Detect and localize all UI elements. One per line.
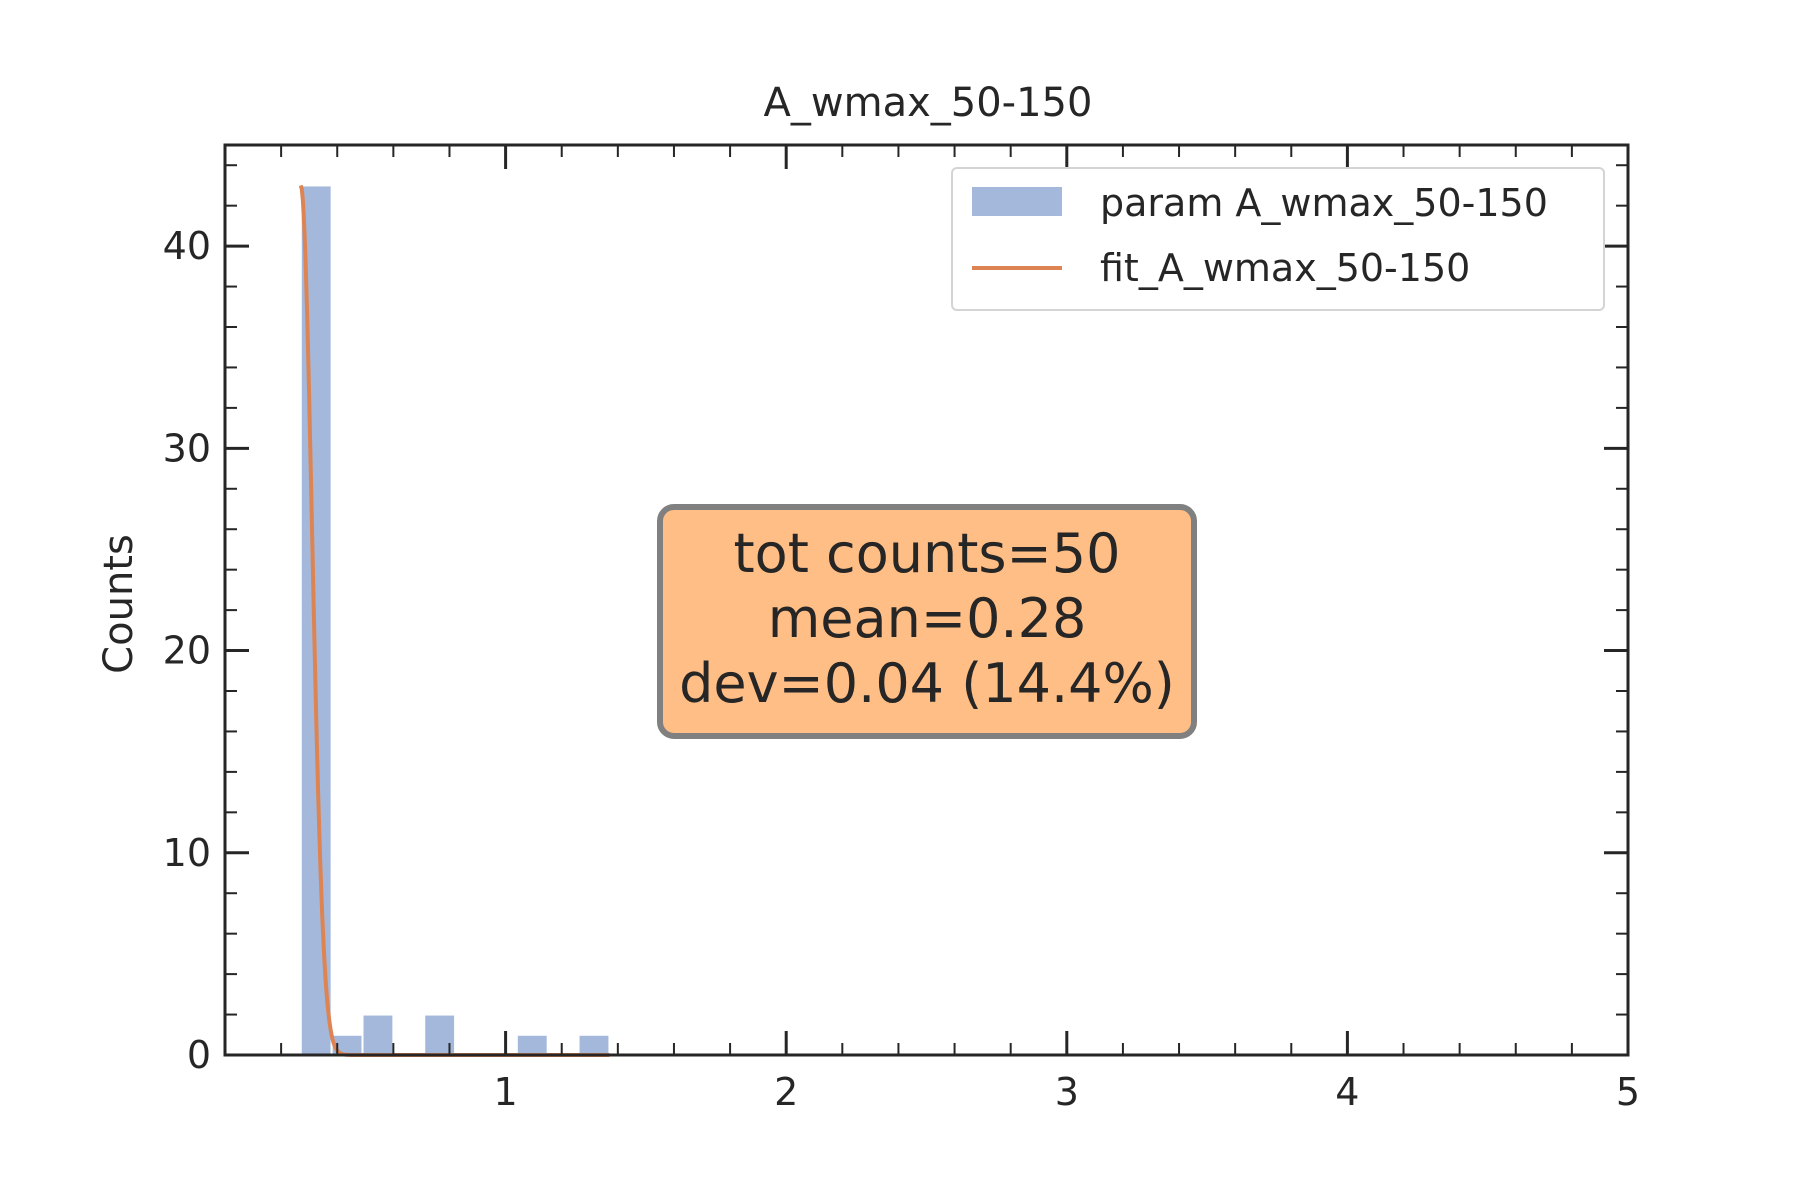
stats-deviation: dev=0.04 (14.4%): [679, 652, 1175, 715]
x-tick-label-0: 1: [494, 1070, 518, 1114]
legend-swatch-histogram: [972, 187, 1062, 216]
fit-curve: [298, 184, 611, 1057]
axis-ticks: 1 2 3 4 5 0 10 20 30 40: [163, 145, 1640, 1114]
y-tick-label-0: 0: [187, 1033, 211, 1077]
legend-label-histogram: param A_wmax_50-150: [1100, 181, 1548, 225]
stats-mean: mean=0.28: [768, 587, 1087, 650]
histogram-bar-9: [577, 1033, 611, 1057]
y-tick-label-1: 10: [163, 831, 211, 875]
x-tick-label-2: 3: [1055, 1070, 1079, 1114]
x-tick-label-1: 2: [774, 1070, 798, 1114]
histogram-bars: [299, 184, 611, 1057]
stats-total-counts: tot counts=50: [734, 522, 1121, 585]
histogram-bar-7: [515, 1033, 549, 1057]
stats-annotation: tot counts=50 mean=0.28 dev=0.04 (14.4%): [657, 504, 1197, 739]
y-tick-label-4: 40: [163, 224, 211, 268]
chart-title: A_wmax_50-150: [764, 80, 1093, 126]
y-tick-label-3: 30: [163, 426, 211, 470]
histogram-bar-2: [361, 1013, 395, 1056]
legend-label-fit: fit_A_wmax_50-150: [1100, 246, 1470, 290]
y-axis-label: Counts: [96, 534, 142, 674]
x-tick-label-4: 5: [1616, 1070, 1640, 1114]
x-tick-label-3: 4: [1335, 1070, 1359, 1114]
stats-annotation-box: [657, 504, 1197, 739]
y-tick-label-2: 20: [163, 629, 211, 673]
plot-frame: [223, 143, 1630, 1057]
legend-box: [951, 167, 1605, 311]
legend: param A_wmax_50-150 fit_A_wmax_50-150: [951, 167, 1605, 311]
fit-curve-layer: [298, 184, 611, 1057]
